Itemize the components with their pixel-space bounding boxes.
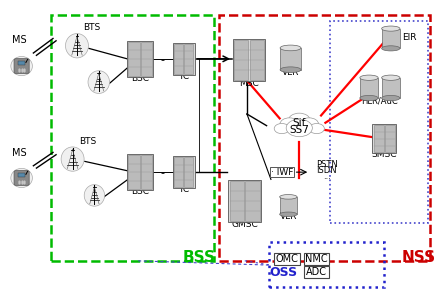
Text: PSTN: PSTN [316, 160, 337, 169]
FancyBboxPatch shape [14, 171, 29, 185]
Text: VLR: VLR [280, 212, 297, 221]
FancyBboxPatch shape [128, 155, 139, 190]
Text: OMC: OMC [275, 254, 298, 264]
Ellipse shape [66, 34, 88, 58]
FancyBboxPatch shape [14, 59, 29, 74]
FancyBboxPatch shape [228, 180, 261, 222]
Text: MS: MS [11, 35, 26, 45]
Circle shape [309, 124, 324, 134]
FancyBboxPatch shape [275, 253, 300, 265]
FancyBboxPatch shape [141, 155, 152, 190]
Ellipse shape [381, 26, 400, 31]
Ellipse shape [11, 56, 33, 76]
Text: VLR: VLR [282, 68, 299, 77]
Ellipse shape [381, 75, 400, 80]
Text: BSC: BSC [131, 74, 149, 83]
Text: ADC: ADC [306, 267, 327, 277]
FancyBboxPatch shape [372, 124, 396, 153]
FancyBboxPatch shape [174, 44, 183, 74]
Text: BSC: BSC [131, 187, 149, 196]
Ellipse shape [280, 212, 297, 217]
Circle shape [274, 124, 290, 134]
FancyBboxPatch shape [18, 173, 26, 177]
FancyBboxPatch shape [127, 41, 153, 77]
FancyBboxPatch shape [141, 41, 152, 76]
FancyBboxPatch shape [374, 125, 384, 152]
FancyBboxPatch shape [385, 125, 395, 152]
Text: BTS: BTS [84, 23, 101, 32]
FancyBboxPatch shape [360, 78, 378, 98]
Text: BTS: BTS [79, 137, 96, 146]
Ellipse shape [360, 95, 378, 101]
Text: NSS: NSS [401, 250, 435, 265]
FancyBboxPatch shape [127, 154, 153, 190]
FancyBboxPatch shape [173, 43, 194, 75]
Ellipse shape [381, 46, 400, 51]
FancyBboxPatch shape [18, 61, 26, 65]
Text: MSC: MSC [239, 79, 259, 88]
Text: EIR: EIR [403, 33, 417, 42]
Circle shape [288, 113, 310, 128]
FancyBboxPatch shape [233, 39, 265, 81]
Text: GMSC: GMSC [231, 220, 258, 229]
Text: OSS: OSS [269, 266, 297, 279]
Ellipse shape [360, 75, 378, 80]
Text: TC: TC [178, 72, 189, 81]
Text: MS: MS [11, 148, 26, 158]
FancyBboxPatch shape [174, 157, 183, 187]
Circle shape [300, 118, 319, 131]
Text: SS7: SS7 [290, 125, 309, 135]
Ellipse shape [84, 185, 105, 206]
FancyBboxPatch shape [250, 40, 264, 81]
Text: -: - [161, 168, 165, 178]
Text: · IWF: · IWF [271, 168, 293, 177]
FancyBboxPatch shape [234, 40, 249, 81]
FancyBboxPatch shape [304, 267, 329, 278]
Text: NMC: NMC [305, 254, 327, 264]
FancyBboxPatch shape [381, 78, 400, 98]
FancyBboxPatch shape [246, 181, 260, 221]
Text: HLR/AuC: HLR/AuC [362, 97, 398, 106]
FancyBboxPatch shape [173, 156, 194, 188]
FancyBboxPatch shape [184, 44, 193, 74]
FancyBboxPatch shape [184, 157, 193, 187]
Text: -: - [161, 55, 165, 65]
Ellipse shape [11, 168, 33, 187]
Text: Sif: Sif [293, 118, 306, 128]
Text: ISDN: ISDN [316, 166, 337, 175]
Ellipse shape [280, 45, 301, 51]
Circle shape [286, 119, 312, 137]
FancyBboxPatch shape [280, 48, 301, 70]
FancyBboxPatch shape [230, 181, 244, 221]
Ellipse shape [381, 95, 400, 101]
Text: TC: TC [178, 185, 189, 194]
FancyBboxPatch shape [280, 197, 297, 214]
Circle shape [280, 118, 299, 131]
FancyBboxPatch shape [270, 167, 293, 177]
FancyBboxPatch shape [304, 253, 329, 265]
FancyBboxPatch shape [381, 29, 400, 48]
Text: SMSC: SMSC [371, 150, 397, 159]
Ellipse shape [61, 147, 84, 171]
Ellipse shape [280, 67, 301, 72]
Text: BSS: BSS [183, 250, 216, 265]
FancyBboxPatch shape [128, 41, 139, 76]
Text: ...: ... [323, 171, 331, 180]
Ellipse shape [88, 71, 110, 93]
Ellipse shape [280, 194, 297, 199]
